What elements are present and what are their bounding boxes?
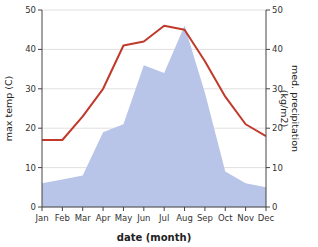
y-tick (38, 10, 42, 11)
grid (42, 10, 266, 207)
y-tick (38, 207, 42, 208)
x-tick-label: May (115, 213, 133, 223)
y-tick (38, 167, 42, 168)
x-tick (204, 207, 205, 211)
y-tick (38, 49, 42, 50)
y2-tick (266, 128, 270, 129)
x-tick (184, 207, 185, 211)
x-axis-label: date (month) (117, 232, 191, 243)
y2-tick-label: 40 (272, 44, 283, 54)
y-tick-label: 0 (31, 202, 36, 212)
x-tick-label: Oct (218, 213, 233, 223)
y2-tick (266, 49, 270, 50)
x-axis-line (42, 207, 266, 208)
axes: JanFebMarAprMayJunJulAugSepOctNovDec0102… (25, 5, 283, 223)
y-tick-label: 30 (25, 84, 36, 94)
x-tick-label: Mar (75, 213, 92, 223)
y2-tick (266, 207, 270, 208)
y2-tick-label: 50 (272, 5, 283, 15)
y-tick-label: 50 (25, 5, 36, 15)
y-tick (38, 128, 42, 129)
x-tick (82, 207, 83, 211)
x-tick (225, 207, 226, 211)
y2-axis-label-line: med. precipitation (290, 65, 301, 152)
y2-axis-label-line: (kg/m2) (279, 90, 290, 127)
chart: JanFebMarAprMayJunJulAugSepOctNovDec0102… (0, 0, 318, 247)
y-tick (38, 88, 42, 89)
precip-area (42, 26, 266, 207)
x-tick (245, 207, 246, 211)
x-tick-label: Jul (158, 213, 169, 223)
y-axis-line (42, 10, 43, 207)
x-tick-label: Jan (34, 213, 48, 223)
x-tick-label: Apr (96, 213, 111, 223)
y2-tick (266, 10, 270, 11)
y-tick-label: 40 (25, 44, 36, 54)
grid-line (42, 10, 266, 11)
y-tick-label: 10 (25, 163, 36, 173)
x-tick (103, 207, 104, 211)
x-tick-label: Nov (237, 213, 254, 223)
y2-axis-line (266, 10, 267, 207)
grid-line (42, 49, 266, 50)
y2-tick-label: 10 (272, 163, 283, 173)
x-tick (62, 207, 63, 211)
y2-tick (266, 167, 270, 168)
x-tick (143, 207, 144, 211)
x-tick-label: Feb (55, 213, 70, 223)
x-tick (266, 207, 267, 211)
x-tick (123, 207, 124, 211)
plot-area (42, 26, 266, 207)
y-axis-label: max temp (C) (3, 76, 14, 142)
x-tick (164, 207, 165, 211)
x-tick-label: Dec (258, 213, 275, 223)
y2-tick-label: 0 (272, 202, 277, 212)
y2-tick (266, 88, 270, 89)
grid-line (42, 207, 266, 208)
y-tick-label: 20 (25, 123, 36, 133)
x-tick-label: Sep (197, 213, 213, 223)
temp-line (42, 26, 266, 140)
x-tick-label: Aug (176, 213, 193, 223)
y2-axis-label: med. precipitation(kg/m2) (279, 65, 301, 152)
x-tick (42, 207, 43, 211)
x-tick-label: Jun (136, 213, 150, 223)
